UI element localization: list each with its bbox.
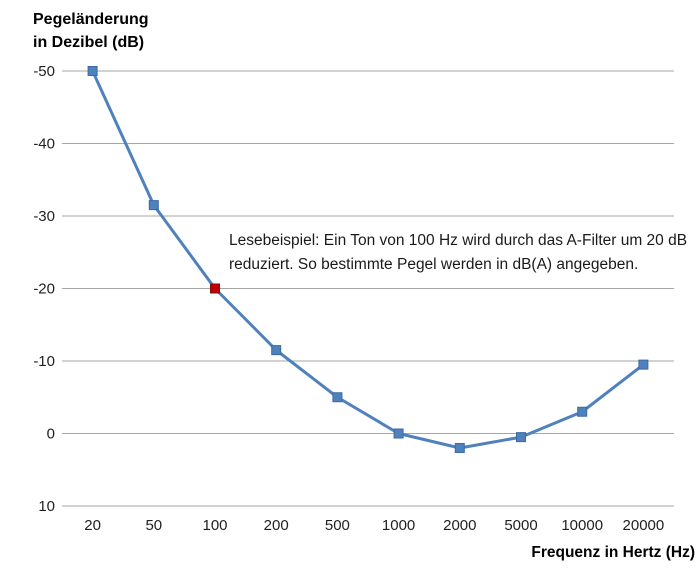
annotation-line2: reduziert. So bestimmte Pegel werden in …: [229, 255, 639, 273]
data-point-100hz-highlighted: [210, 283, 220, 294]
x-axis-title: Frequenz in Hertz (Hz): [531, 544, 695, 561]
x-tick-label-20000: 20000: [623, 517, 665, 534]
y-tick-label--50: -50: [33, 63, 55, 80]
x-tick-label-1000: 1000: [382, 517, 415, 534]
data-point-5000hz: [516, 432, 526, 443]
y-tick-label--40: -40: [33, 136, 55, 153]
x-tick-label-100: 100: [202, 517, 227, 534]
data-point-20000hz: [638, 359, 649, 370]
annotation-text: Lesebeispiel: Ein Ton von 100 Hz wird du…: [229, 229, 687, 276]
x-tick-label-10000: 10000: [561, 517, 603, 534]
data-point-50hz: [148, 200, 159, 211]
y-tick-label--30: -30: [33, 208, 55, 225]
data-point-1000hz: [393, 428, 404, 439]
a-weighting-curve: [91, 69, 645, 450]
data-point-2000hz: [454, 443, 465, 453]
data-point-10000hz: [577, 406, 588, 417]
x-tick-label-500: 500: [325, 517, 350, 534]
annotation-line1: Lesebeispiel: Ein Ton von 100 Hz wird du…: [229, 232, 688, 249]
y-tick-label--20: -20: [33, 281, 55, 298]
y-tick-label-0: 0: [47, 426, 55, 443]
y-axis-title-line2: in Dezibel (dB): [33, 34, 145, 51]
data-point-200hz: [271, 345, 282, 356]
y-tick-label-10: 10: [38, 498, 55, 515]
x-tick-label-50: 50: [145, 517, 162, 534]
x-tick-label-200: 200: [264, 517, 289, 534]
y-axis-title: Pegeländerung in Dezibel (dB): [33, 8, 149, 54]
x-tick-label-20: 20: [84, 517, 101, 534]
y-tick-label--10: -10: [33, 353, 55, 370]
x-tick-label-2000: 2000: [443, 517, 476, 534]
x-tick-label-5000: 5000: [504, 517, 537, 534]
y-axis-title-line1: Pegeländerung: [33, 11, 149, 28]
data-point-20hz: [87, 66, 98, 76]
data-point-500hz: [332, 392, 343, 403]
